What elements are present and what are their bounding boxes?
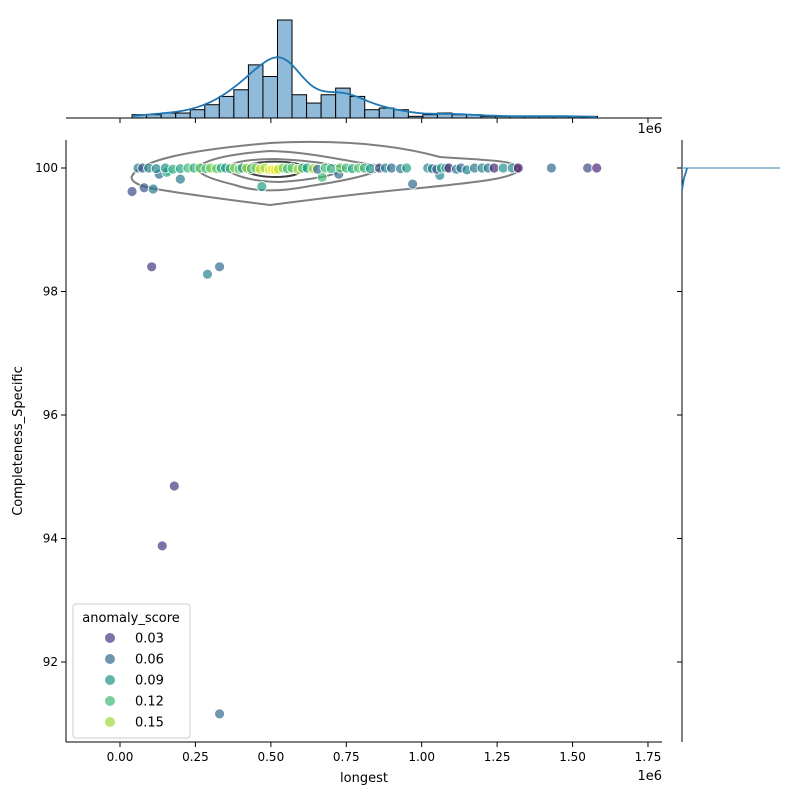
scatter-point xyxy=(325,163,337,175)
top-kde-curve xyxy=(132,56,597,118)
x-tick-label: 0.25 xyxy=(182,750,209,764)
scatter-point xyxy=(512,162,524,174)
axes: 0.00 0.25 0.50 0.75 1.00 1.25 1.50 1.75 92 94 96 98… xyxy=(35,118,682,764)
legend-marker xyxy=(105,633,115,643)
scatter-point xyxy=(386,162,397,174)
x-offset-label: 1e6 xyxy=(637,769,662,784)
scatter-point xyxy=(214,261,225,273)
scatter-point xyxy=(407,178,419,190)
scatter-point xyxy=(168,480,180,492)
top-x-offset-label: 1e6 xyxy=(637,122,662,137)
x-tick-label: 1.75 xyxy=(635,750,662,764)
y-tick-label: 94 xyxy=(43,532,58,546)
histogram-bar xyxy=(306,102,322,119)
legend-frame xyxy=(72,603,191,739)
legend-label: 0.06 xyxy=(135,653,164,668)
scatter-point xyxy=(546,162,557,174)
histogram-bar xyxy=(291,94,308,119)
histogram-bar xyxy=(422,114,438,119)
histogram-bar xyxy=(204,104,220,119)
scatter-point xyxy=(214,708,225,720)
scatter-point xyxy=(365,163,376,175)
scatter-point xyxy=(126,186,138,197)
scatter-point xyxy=(591,162,603,174)
y-tick-label: 98 xyxy=(43,285,58,299)
scatter-point xyxy=(401,162,413,174)
scatter-point xyxy=(256,181,268,192)
x-tick-label: 1.00 xyxy=(408,750,435,764)
scatter-point xyxy=(488,162,500,174)
x-tick-label: 0.00 xyxy=(107,750,134,764)
legend-marker xyxy=(105,696,115,706)
histogram-bar xyxy=(407,115,424,119)
histogram-bar xyxy=(320,94,337,119)
scatter-points xyxy=(126,162,603,720)
histogram-bar xyxy=(175,112,191,119)
y-tick-label: 96 xyxy=(43,408,58,422)
x-axis-label: longest xyxy=(340,771,388,786)
scatter-point xyxy=(138,182,150,194)
scatter-point xyxy=(150,163,162,175)
legend-label: 0.09 xyxy=(135,674,164,689)
x-tick-label: 0.75 xyxy=(333,750,360,764)
scatter-point xyxy=(146,261,158,273)
histogram-bar xyxy=(378,107,395,119)
x-tick-label: 1.50 xyxy=(559,750,586,764)
scatter-point xyxy=(147,183,159,195)
right-marginal-histogram xyxy=(681,140,781,742)
histogram-bar xyxy=(262,75,278,119)
right-kde-curve xyxy=(681,167,688,191)
x-tick-label: 1.25 xyxy=(484,750,511,764)
scatter-point xyxy=(497,162,509,174)
y-tick-label: 100 xyxy=(35,161,58,175)
y-tick-label: 92 xyxy=(43,655,58,669)
histogram-bar xyxy=(276,19,293,119)
right-histogram-bar xyxy=(681,167,781,169)
scatter-point xyxy=(174,173,186,185)
legend-marker xyxy=(105,675,115,685)
top-marginal-histogram xyxy=(66,19,662,119)
scatter-point xyxy=(202,268,213,280)
x-tick-label: 0.50 xyxy=(257,750,284,764)
legend: anomaly_score 0.03 0.06 0.09 0.12 0.15 xyxy=(72,603,191,739)
histogram-bar xyxy=(480,115,497,119)
legend-marker xyxy=(105,717,115,727)
histogram-bar xyxy=(364,109,380,119)
scatter-point xyxy=(156,540,168,552)
scatter-point xyxy=(582,162,594,174)
histogram-bar xyxy=(189,109,206,119)
histogram-bar xyxy=(218,95,235,119)
legend-label: 0.03 xyxy=(135,632,164,647)
y-axis-label: Completeness_Specific xyxy=(11,366,26,516)
legend-label: 0.15 xyxy=(135,716,164,731)
legend-marker xyxy=(105,654,115,664)
kde-contour-level-1 xyxy=(130,140,522,207)
legend-title: anomaly_score xyxy=(82,611,180,626)
legend-label: 0.12 xyxy=(135,695,164,710)
histogram-bar xyxy=(233,89,249,119)
